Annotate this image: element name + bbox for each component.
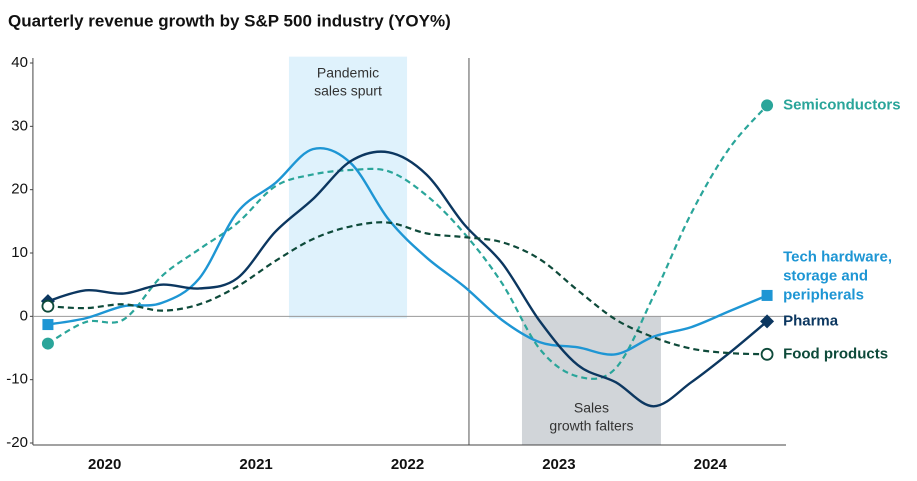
legend-label: Semiconductors (783, 96, 901, 113)
y-tick-label: 0 (20, 307, 28, 324)
marker (761, 99, 774, 112)
x-tick-label: 2023 (542, 456, 575, 473)
legend-label: Food products (783, 345, 888, 362)
annotation-text: Sales (574, 400, 609, 416)
annotation-text: sales spurt (314, 82, 382, 98)
annotation-region (288, 56, 408, 319)
legend-label: Tech hardware, storage and peripherals (783, 248, 892, 303)
y-tick-label: -10 (6, 371, 28, 388)
y-tick-label: 10 (11, 244, 28, 261)
marker (41, 337, 54, 350)
legend-label: Pharma (783, 312, 839, 329)
annotation-region (521, 316, 661, 445)
annotation-text: growth falters (549, 418, 633, 434)
marker (760, 347, 774, 361)
marker (41, 299, 55, 313)
marker (42, 319, 54, 331)
y-tick-label: 30 (11, 117, 28, 134)
y-tick-label: 40 (11, 54, 28, 71)
chart-title: Quarterly revenue growth by S&P 500 indu… (8, 11, 451, 30)
x-tick-label: 2022 (391, 456, 424, 473)
x-tick-label: 2020 (88, 456, 121, 473)
series-line (47, 221, 768, 356)
series-line (47, 147, 768, 356)
y-tick-label: 20 (11, 181, 28, 198)
x-tick-label: 2024 (694, 456, 728, 473)
marker (761, 289, 773, 301)
series-line (47, 104, 768, 380)
x-tick-label: 2021 (239, 456, 272, 473)
series-line (47, 150, 768, 408)
annotation-text: Pandemic (317, 64, 379, 80)
marker (760, 314, 775, 329)
y-tick-label: -20 (6, 434, 28, 451)
